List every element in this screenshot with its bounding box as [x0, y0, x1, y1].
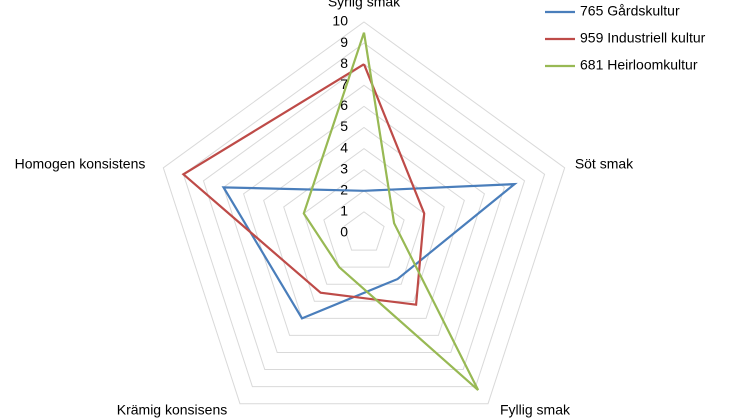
axis-label: Fyllig smak [500, 402, 571, 418]
r-tick-label: 7 [340, 76, 348, 92]
grid-ring [222, 84, 506, 353]
r-tick-label: 6 [340, 97, 348, 113]
grid-ring [162, 21, 566, 405]
grid-ring [343, 211, 385, 251]
r-tick-label: 10 [332, 13, 348, 29]
axis-label: Syrlig smak [328, 0, 401, 10]
r-tick-label: 8 [340, 55, 348, 71]
r-tick-label: 3 [340, 160, 348, 176]
legend-label: 681 Heirloomkultur [580, 57, 698, 73]
grid-ring [303, 169, 425, 285]
legend-label: 765 Gårdskultur [580, 3, 680, 19]
series-line [181, 63, 426, 306]
r-tick-label: 0 [340, 224, 348, 240]
r-tick-label: 9 [340, 34, 348, 50]
grid-ring [283, 147, 445, 302]
axis-label: Homogen konsistens [15, 156, 146, 172]
grid-ring [243, 105, 485, 336]
series-line [302, 32, 480, 391]
grid-ring [182, 42, 546, 388]
axis-label: Söt smak [575, 156, 634, 172]
grid-ring [202, 63, 526, 371]
r-tick-label: 5 [340, 118, 348, 134]
r-tick-label: 1 [340, 203, 348, 219]
legend-label: 959 Industriell kultur [580, 30, 706, 46]
r-tick-label: 4 [340, 139, 348, 155]
grid-ring [323, 190, 405, 268]
axis-label: Krämig konsisens [117, 402, 228, 418]
series-line [221, 182, 518, 320]
